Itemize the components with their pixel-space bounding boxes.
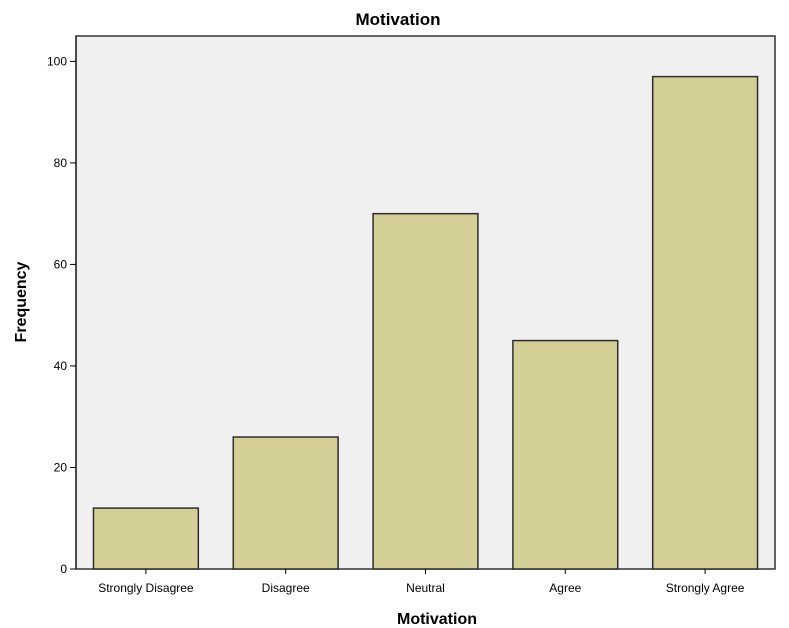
y-axis-title: Frequency xyxy=(13,261,30,342)
bars xyxy=(92,75,759,570)
y-tick-label: 80 xyxy=(54,156,68,170)
x-axis: Strongly Disagree Disagree Neutral Agree Str… xyxy=(98,569,745,595)
y-axis: 0 20 40 60 80 100 xyxy=(47,54,76,576)
x-axis-title: Motivation xyxy=(397,611,477,628)
bar-neutral xyxy=(372,212,479,570)
x-tick-label: Strongly Disagree xyxy=(98,581,194,595)
bar-agree xyxy=(512,339,619,570)
y-tick-label: 40 xyxy=(54,359,68,373)
x-tick-label: Neutral xyxy=(406,581,445,595)
y-tick-label: 0 xyxy=(60,562,67,576)
x-tick-label: Agree xyxy=(549,581,581,595)
bar-strongly-disagree xyxy=(92,507,200,570)
y-tick-label: 20 xyxy=(54,460,68,474)
y-tick-label: 100 xyxy=(47,54,67,68)
y-tick-label: 60 xyxy=(54,257,68,271)
bar-strongly-agree xyxy=(651,75,759,570)
chart-title: Motivation xyxy=(356,10,441,29)
x-tick-label: Disagree xyxy=(262,581,310,595)
bar-disagree xyxy=(232,436,339,570)
x-tick-label: Strongly Agree xyxy=(666,581,745,595)
